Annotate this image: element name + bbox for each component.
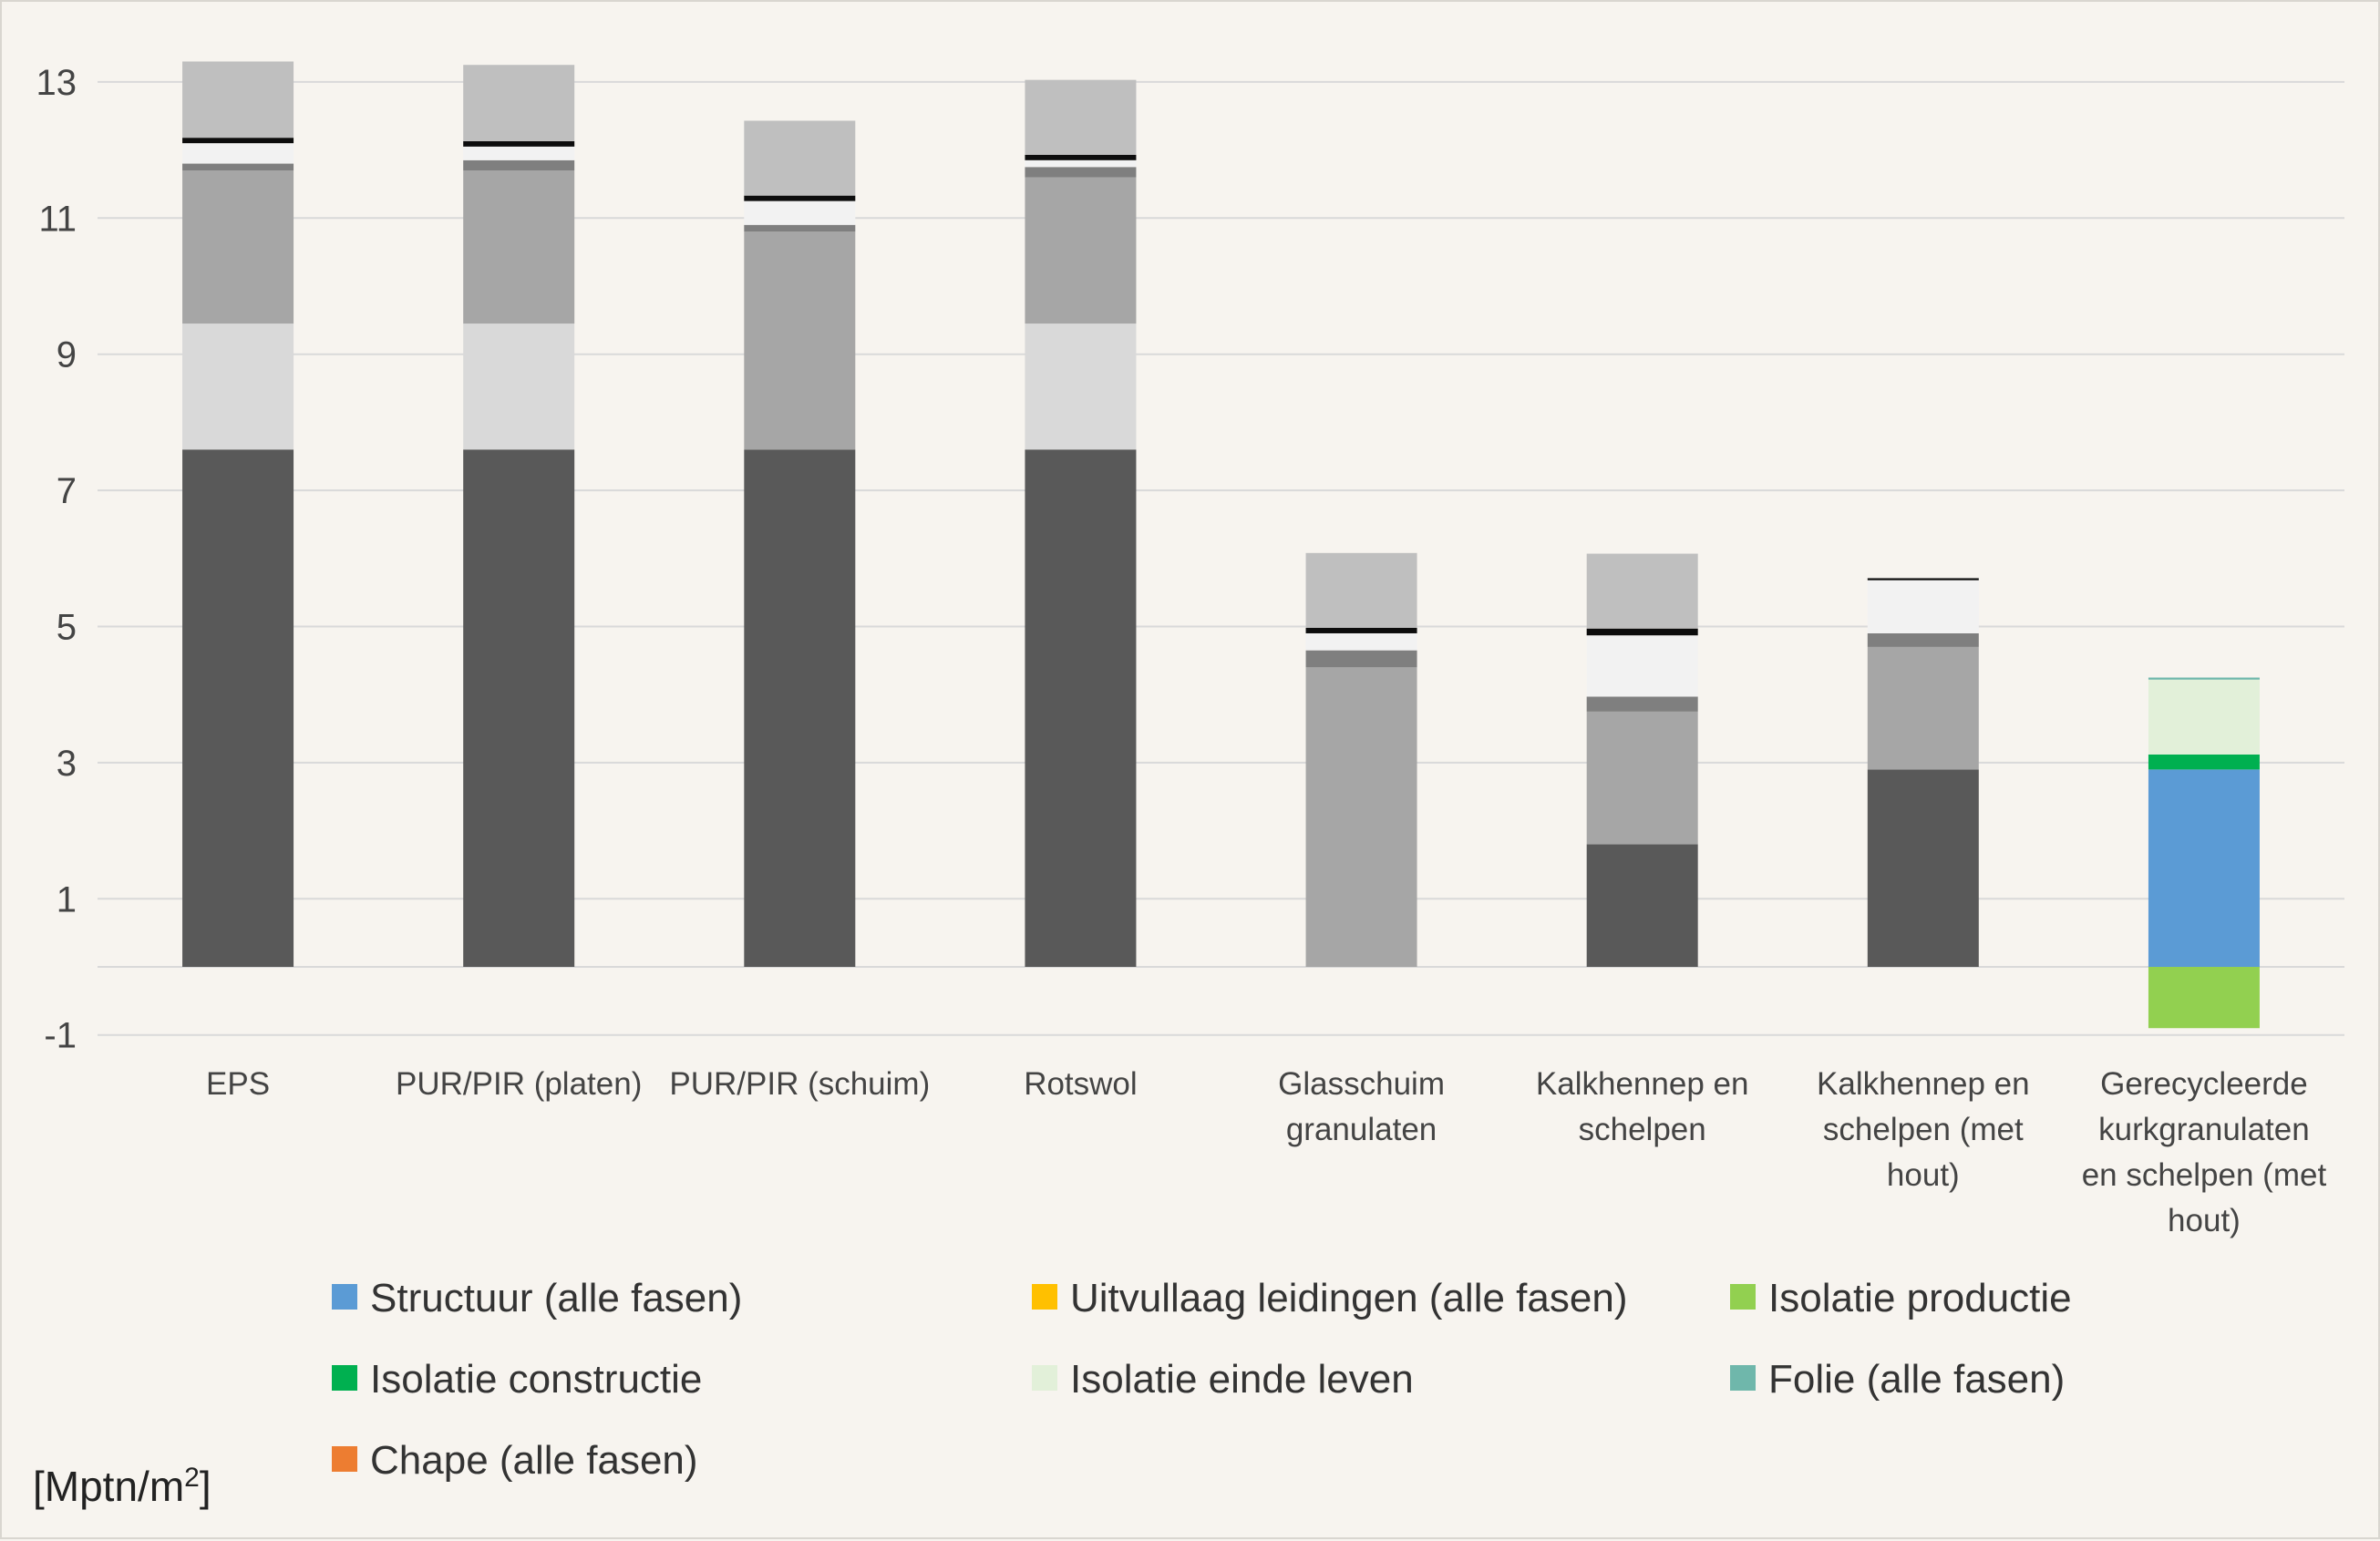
- bar-segment-folie: [182, 138, 294, 144]
- bar-segment-isolatie_productie: [744, 231, 856, 450]
- bar-segment-folie: [1586, 628, 1698, 636]
- bar-segment-isolatie_constructie: [1025, 167, 1137, 178]
- bar-segment-isolatie_productie: [1586, 711, 1698, 845]
- bar-segment-isolatie_einde_leven: [1586, 635, 1698, 697]
- y-tick-label: 3: [57, 744, 77, 784]
- legend-swatch: [1032, 1284, 1057, 1310]
- bar-segment-isolatie_constructie: [2148, 754, 2260, 770]
- x-category-label: Gerecycleerde: [2100, 1066, 2308, 1102]
- bar-segment-isolatie_constructie: [1305, 650, 1417, 668]
- bar-segment-folie: [1867, 578, 1979, 580]
- bar-segment-structuur: [1867, 769, 1979, 967]
- legend-swatch: [332, 1365, 357, 1391]
- bar-segment-chape: [1305, 552, 1417, 628]
- bar-segment-folie: [1025, 154, 1137, 160]
- bar-segment-isolatie_constructie: [1586, 696, 1698, 712]
- legend-swatch: [332, 1446, 357, 1472]
- bar-segment-isolatie_einde_leven: [463, 146, 575, 160]
- x-category-label: kurkgranulaten: [2098, 1112, 2310, 1147]
- bar-segment-isolatie_productie: [1025, 177, 1137, 324]
- bar-segment-folie: [1305, 627, 1417, 633]
- unit-label: [Mptn/m2]: [33, 1463, 211, 1510]
- bar-segment-isolatie_productie: [2148, 967, 2260, 1029]
- x-category-label: PUR/PIR (schuim): [669, 1066, 930, 1102]
- y-tick-label: 1: [57, 879, 77, 919]
- y-axis-ticks: 13 11 9 7 5 3 1 -1: [36, 63, 77, 1056]
- bar-segment-isolatie_constructie: [744, 224, 856, 232]
- bar-segment-structuur: [182, 449, 294, 967]
- x-category-label: hout): [2168, 1203, 2241, 1238]
- legend-label: Isolatie constructie: [370, 1357, 702, 1402]
- x-category-label: EPS: [206, 1066, 270, 1102]
- bar-segment-isolatie_einde_leven: [1305, 632, 1417, 651]
- x-category-label: hout): [1887, 1157, 1960, 1193]
- y-tick-label: 5: [57, 608, 77, 648]
- y-tick-label: 9: [57, 335, 77, 375]
- bar-segment-structuur: [1025, 449, 1137, 967]
- bar-segment-isolatie_productie: [463, 170, 575, 324]
- bar-segment-isolatie_productie: [182, 170, 294, 324]
- y-tick-label: 13: [36, 63, 77, 103]
- y-tick-label: -1: [44, 1016, 77, 1056]
- unit-label-superscript: 2: [184, 1463, 200, 1493]
- bar-segment-isolatie_productie: [1867, 646, 1979, 770]
- legend-swatch: [1032, 1365, 1057, 1391]
- bar-segment-chape: [463, 65, 575, 141]
- bar-segment-isolatie_einde_leven: [1025, 159, 1137, 168]
- x-category-label: Glasschuim: [1278, 1066, 1445, 1102]
- legend-label: Isolatie einde leven: [1070, 1357, 1414, 1402]
- bar-segment-chape: [744, 120, 856, 196]
- legend-swatch: [1730, 1365, 1756, 1391]
- bar-segment-uitvullaag: [463, 324, 575, 450]
- bar-segment-chape: [1025, 79, 1137, 155]
- bar-segment-isolatie_productie: [1305, 667, 1417, 967]
- legend: Structuur (alle fasen) Uitvullaag leiding…: [332, 1276, 2072, 1483]
- x-category-label: schelpen: [1579, 1112, 1706, 1147]
- bar-segment-isolatie_constructie: [182, 163, 294, 171]
- bar-segment-chape: [182, 61, 294, 139]
- legend-label: Chape (alle fasen): [370, 1438, 698, 1483]
- legend-label: Uitvullaag leidingen (alle fasen): [1070, 1276, 1627, 1320]
- x-axis-categories: EPS PUR/PIR (platen) PUR/PIR (schuim) Rotsw…: [206, 1066, 2326, 1238]
- bar-segment-uitvullaag: [182, 324, 294, 450]
- bars: [182, 61, 2260, 1029]
- bar-segment-isolatie_constructie: [1867, 632, 1979, 647]
- legend-label: Isolatie productie: [1768, 1276, 2072, 1320]
- y-tick-label: 7: [57, 471, 77, 511]
- bar-segment-structuur: [463, 449, 575, 967]
- bar-segment-isolatie_constructie: [463, 159, 575, 171]
- unit-label-main: [Mptn/m: [33, 1463, 184, 1510]
- bar-segment-structuur: [744, 449, 856, 967]
- x-category-label: schelpen (met: [1823, 1112, 2024, 1147]
- bar-segment-isolatie_einde_leven: [1867, 580, 1979, 633]
- unit-label-close: ]: [200, 1463, 211, 1510]
- bar-segment-uitvullaag: [1025, 324, 1137, 450]
- x-category-label: Kalkhennep en: [1536, 1066, 1749, 1102]
- legend-swatch: [1730, 1284, 1756, 1310]
- y-tick-label: 11: [38, 199, 77, 239]
- bar-segment-isolatie_einde_leven: [182, 143, 294, 164]
- x-category-label: Kalkhennep en: [1817, 1066, 2030, 1102]
- bar-segment-structuur: [1586, 844, 1698, 967]
- x-category-label: en schelpen (met: [2082, 1157, 2327, 1193]
- bar-segment-structuur: [2148, 769, 2260, 967]
- x-category-label: PUR/PIR (platen): [396, 1066, 642, 1102]
- bar-segment-folie: [744, 195, 856, 201]
- x-category-label: granulaten: [1286, 1112, 1437, 1147]
- bar-segment-chape: [1586, 553, 1698, 629]
- legend-swatch: [332, 1284, 357, 1310]
- bar-segment-folie: [463, 140, 575, 147]
- bar-segment-folie: [2148, 677, 2260, 680]
- gridlines: [98, 80, 2344, 1036]
- bar-segment-isolatie_einde_leven: [744, 200, 856, 225]
- x-category-label: Rotswol: [1024, 1066, 1137, 1102]
- legend-label: Folie (alle fasen): [1768, 1357, 2065, 1402]
- bar-segment-isolatie_einde_leven: [2148, 679, 2260, 755]
- legend-label: Structuur (alle fasen): [370, 1276, 742, 1320]
